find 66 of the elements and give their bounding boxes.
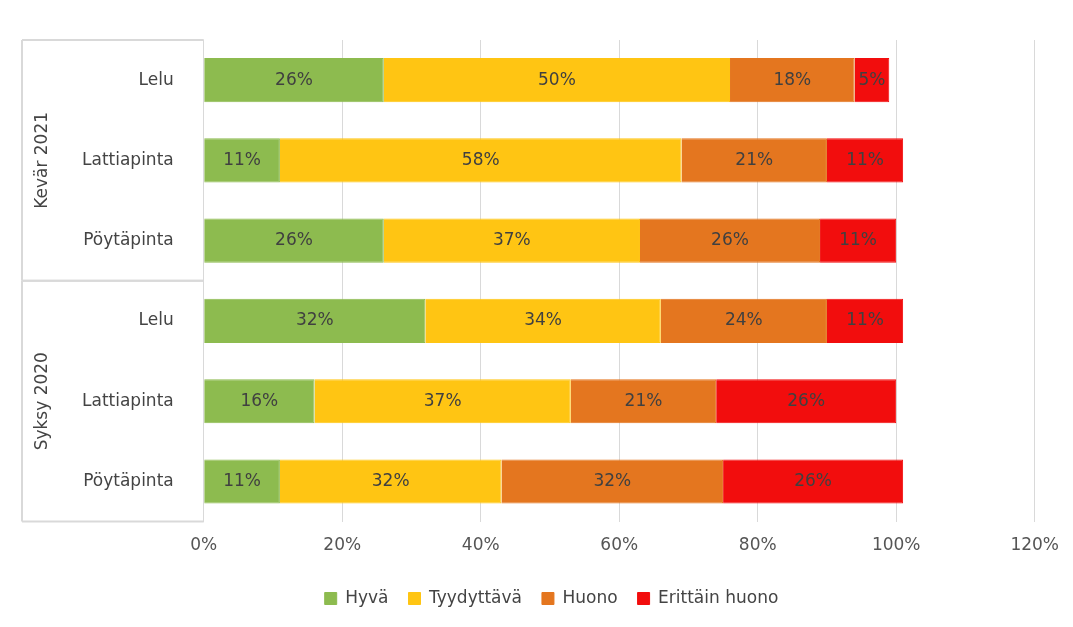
data-label: 26% (711, 229, 749, 250)
data-label: 11% (223, 148, 261, 169)
legend-label: Tyydyttävä (428, 586, 522, 607)
y-tick-label: Lattiapinta (82, 389, 174, 410)
data-label: 5% (858, 68, 886, 89)
data-label: 34% (524, 309, 562, 330)
bar (820, 218, 897, 263)
bar (314, 379, 571, 424)
data-label: 11% (846, 148, 884, 169)
data-label: 26% (275, 229, 313, 250)
data-label: 21% (735, 148, 774, 169)
bar (383, 58, 731, 103)
x-tick-label: 60% (600, 534, 639, 555)
data-label: 37% (492, 229, 531, 250)
text: Syksy 2020 (31, 352, 52, 451)
data-label: 32% (295, 309, 334, 330)
bar (279, 459, 502, 504)
bar (204, 58, 384, 103)
bar (383, 218, 640, 263)
x-tick-label: 0% (190, 534, 218, 555)
data-label: 32% (593, 469, 632, 490)
bar (826, 138, 904, 183)
y-tick-label: Lelu (138, 309, 174, 330)
x-tick-label: 120% (1010, 534, 1059, 555)
x-tick-label: 80% (738, 534, 777, 555)
bar (204, 379, 315, 424)
data-label: 16% (240, 389, 279, 410)
data-label: 11% (839, 229, 878, 250)
bar (723, 459, 904, 504)
data-label: 21% (624, 389, 663, 410)
data-label: 37% (423, 389, 462, 410)
data-label: 50% (537, 68, 576, 89)
bar (730, 58, 855, 103)
bar (660, 298, 827, 344)
bar (570, 379, 717, 424)
legend-label: Erittäin huono (658, 586, 779, 607)
data-label: 24% (724, 309, 763, 330)
text: Kevär 2021 (31, 111, 52, 209)
bar (639, 218, 821, 263)
bar (204, 138, 280, 183)
y-tick-label: Pöytäpinta (83, 469, 174, 490)
data-label: 26% (787, 389, 826, 410)
bar (204, 218, 384, 263)
x-tick-label: 40% (461, 534, 500, 555)
data-label: 32% (371, 469, 410, 490)
bar (204, 298, 426, 344)
legend-label: Huono (562, 586, 618, 607)
bar (826, 298, 904, 344)
y-tick-label: Pöytäpinta (83, 229, 174, 250)
bar (716, 379, 897, 424)
y-tick-label: Lattiapinta (82, 148, 174, 169)
legend-label: Hyvä (345, 586, 389, 607)
bar (501, 459, 724, 504)
bar (425, 298, 661, 344)
x-tick-label: 20% (323, 534, 362, 555)
bar (681, 138, 827, 183)
bar (204, 459, 280, 504)
data-label: 26% (794, 469, 833, 490)
bar (279, 138, 682, 183)
data-label: 18% (773, 68, 812, 89)
data-label: 26% (275, 68, 313, 89)
data-label: 58% (461, 148, 500, 169)
data-label: 11% (223, 469, 261, 490)
x-tick-label: 100% (871, 534, 921, 555)
data-label: 11% (846, 309, 884, 330)
y-tick-label: Lelu (138, 68, 174, 89)
